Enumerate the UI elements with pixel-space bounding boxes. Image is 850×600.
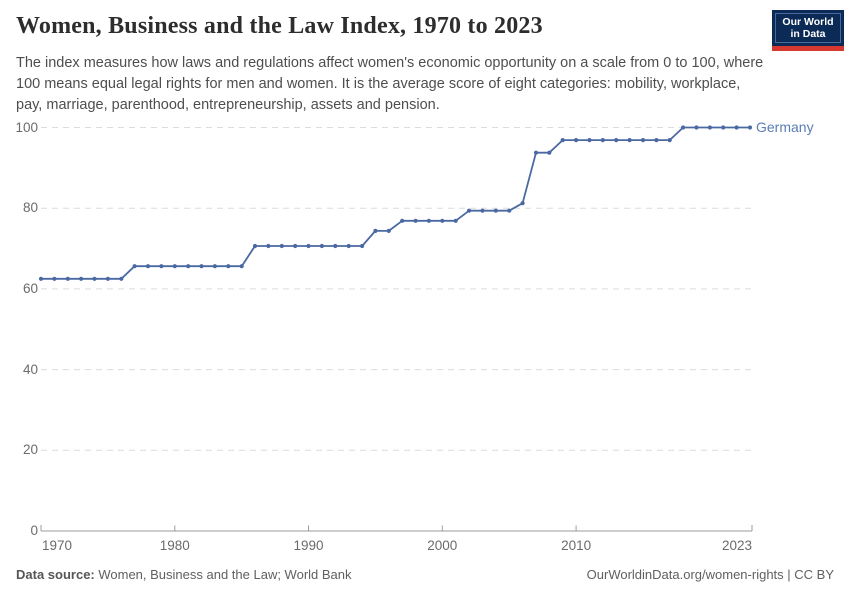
owid-logo-background: [772, 10, 844, 46]
data-point-1988[interactable]: [279, 243, 284, 249]
data-point-2022[interactable]: [734, 125, 739, 130]
owid-logo-text-line2: in Data: [790, 28, 826, 40]
x-axis-tick-label-2010: 2010: [561, 538, 592, 553]
data-point-1996[interactable]: [386, 228, 391, 233]
series-end-label-germany[interactable]: Germany: [756, 119, 814, 135]
data-point-1974[interactable]: [92, 276, 97, 281]
data-point-1973[interactable]: [79, 276, 84, 281]
data-source-value: Women, Business and the Law; World Bank: [94, 567, 352, 582]
data-point-2006[interactable]: [520, 201, 525, 206]
data-point-1991[interactable]: [319, 243, 324, 249]
data-point-2017[interactable]: [667, 138, 672, 143]
data-point-1993[interactable]: [346, 243, 351, 249]
y-axis-tick-label-0: 0: [30, 523, 38, 538]
x-axis-tick-label-1980: 1980: [159, 538, 190, 553]
data-point-2015[interactable]: [640, 138, 646, 143]
data-point-1995[interactable]: [373, 228, 378, 233]
y-axis-tick-label-80: 80: [22, 200, 38, 216]
data-point-2018[interactable]: [681, 125, 686, 130]
data-point-1990[interactable]: [306, 243, 311, 249]
y-axis-tick-label-20: 20: [22, 442, 38, 458]
data-point-1980[interactable]: [172, 264, 177, 269]
data-point-2013[interactable]: [614, 138, 619, 143]
data-point-1975[interactable]: [105, 276, 110, 281]
data-point-1987[interactable]: [266, 243, 271, 249]
data-point-2020[interactable]: [707, 125, 713, 130]
data-point-1982[interactable]: [199, 264, 204, 269]
owid-logo: Our World in Data: [772, 10, 844, 51]
data-point-1989[interactable]: [293, 243, 298, 249]
data-point-2016[interactable]: [654, 138, 659, 143]
license-credit-link[interactable]: OurWorldinData.org/women-rights | CC BY: [586, 567, 834, 582]
data-point-2011[interactable]: [587, 138, 592, 143]
y-axis-tick-label-60: 60: [22, 280, 38, 296]
data-point-1977[interactable]: [132, 264, 137, 269]
data-point-1985[interactable]: [239, 264, 244, 269]
germany-series-line[interactable]: [40, 126, 751, 280]
data-point-1971[interactable]: [52, 276, 57, 281]
data-point-2000[interactable]: [440, 218, 445, 223]
data-point-1986[interactable]: [252, 243, 258, 249]
data-point-2019[interactable]: [694, 125, 699, 130]
owid-logo-red-stripe: [772, 46, 844, 51]
x-axis-tick-label-1990: 1990: [293, 538, 324, 553]
data-point-2005[interactable]: [507, 208, 512, 213]
data-point-1992[interactable]: [333, 243, 338, 249]
data-point-1997[interactable]: [400, 218, 405, 223]
data-point-1998[interactable]: [413, 218, 418, 223]
data-point-2008[interactable]: [547, 150, 552, 155]
owid-logo-frame: Our World in Data: [775, 13, 841, 43]
data-point-1983[interactable]: [212, 264, 217, 269]
data-point-2012[interactable]: [600, 138, 605, 143]
data-point-1978[interactable]: [145, 264, 151, 269]
data-point-1979[interactable]: [159, 264, 164, 269]
data-point-2004[interactable]: [493, 208, 498, 213]
data-point-2002[interactable]: [467, 208, 472, 213]
data-point-1976[interactable]: [119, 276, 124, 281]
y-axis-tick-label-100: 100: [15, 119, 38, 135]
y-axis-tick-label-40: 40: [22, 361, 38, 377]
data-point-1999[interactable]: [426, 218, 431, 223]
x-axis-tick-label-1970: 1970: [41, 538, 73, 553]
data-point-1970[interactable]: [38, 276, 44, 281]
owid-logo-text-line1: Our World: [782, 16, 834, 28]
data-source-label: Data source:: [16, 567, 95, 582]
data-point-2014[interactable]: [627, 138, 632, 143]
data-point-1984[interactable]: [226, 264, 231, 269]
data-point-1981[interactable]: [186, 264, 191, 269]
page-title: Women, Business and the Law Index, 1970 …: [16, 13, 543, 39]
data-point-2003[interactable]: [480, 208, 485, 213]
data-source-note: Data source: Women, Business and the Law…: [16, 567, 352, 582]
chart-subtitle: The index measures how laws and regulati…: [16, 55, 764, 113]
data-point-1972[interactable]: [65, 276, 70, 281]
x-axis-tick-label-2000: 2000: [427, 538, 458, 553]
data-point-1994[interactable]: [360, 243, 365, 249]
x-axis-tick-label-2023: 2023: [721, 538, 753, 553]
data-point-2009[interactable]: [560, 138, 565, 143]
data-point-2010[interactable]: [574, 138, 579, 143]
data-point-2021[interactable]: [721, 125, 726, 130]
data-point-2007[interactable]: [533, 150, 539, 155]
data-point-2023[interactable]: [747, 125, 753, 130]
data-point-2001[interactable]: [453, 218, 458, 223]
